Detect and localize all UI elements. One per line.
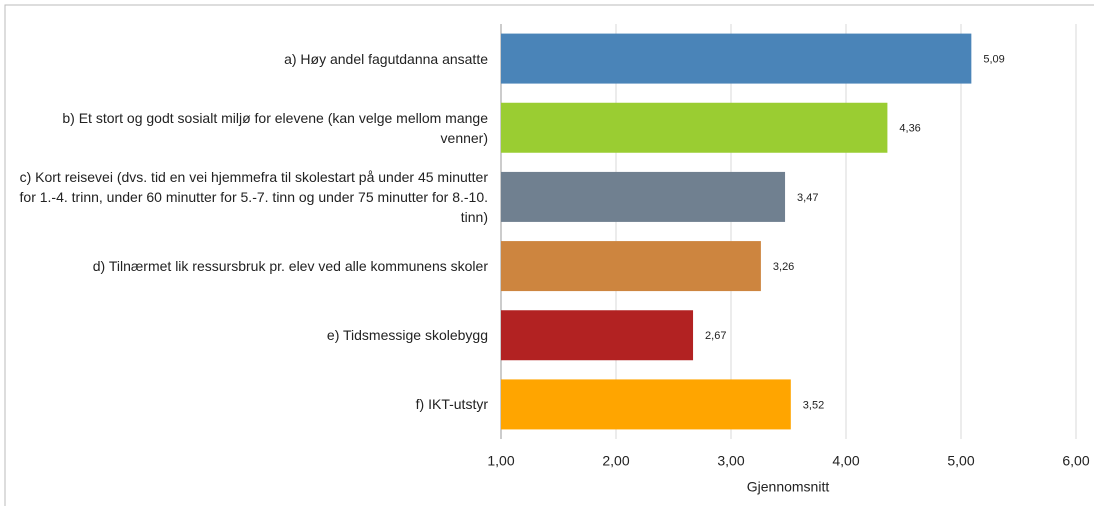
bar (501, 171, 786, 222)
category-label: f) IKT-utstyr (415, 396, 488, 413)
data-label: 2,67 (705, 330, 726, 342)
data-label: 4,36 (899, 123, 920, 135)
x-tick-label: 1,00 (487, 453, 514, 469)
x-tick-label: 2,00 (602, 453, 629, 469)
data-label: 5,09 (983, 53, 1004, 65)
x-axis-title: Gjennomsnitt (747, 479, 830, 495)
data-label: 3,26 (773, 261, 794, 273)
chart-border (4, 4, 1094, 506)
category-label: d) Tilnærmet lik ressursbruk pr. elev ve… (92, 258, 488, 275)
category-label: e) Tidsmessige skolebygg (326, 327, 488, 344)
category-label: b) Et stort og godt sosialt miljø for el… (62, 109, 488, 146)
bar (501, 379, 791, 430)
x-tick-label: 5,00 (947, 453, 974, 469)
bar (501, 33, 972, 84)
x-tick-label: 3,00 (717, 453, 744, 469)
bar (501, 102, 888, 153)
category-label: a) Høy andel fagutdanna ansatte (284, 50, 488, 67)
data-label: 3,47 (797, 192, 818, 204)
x-tick-label: 6,00 (1062, 453, 1089, 469)
bar (501, 241, 761, 292)
category-label: c) Kort reisevei (dvs. tid en vei hjemme… (19, 168, 488, 225)
data-label: 3,52 (803, 399, 824, 411)
bar (501, 310, 694, 361)
x-tick-label: 4,00 (832, 453, 859, 469)
